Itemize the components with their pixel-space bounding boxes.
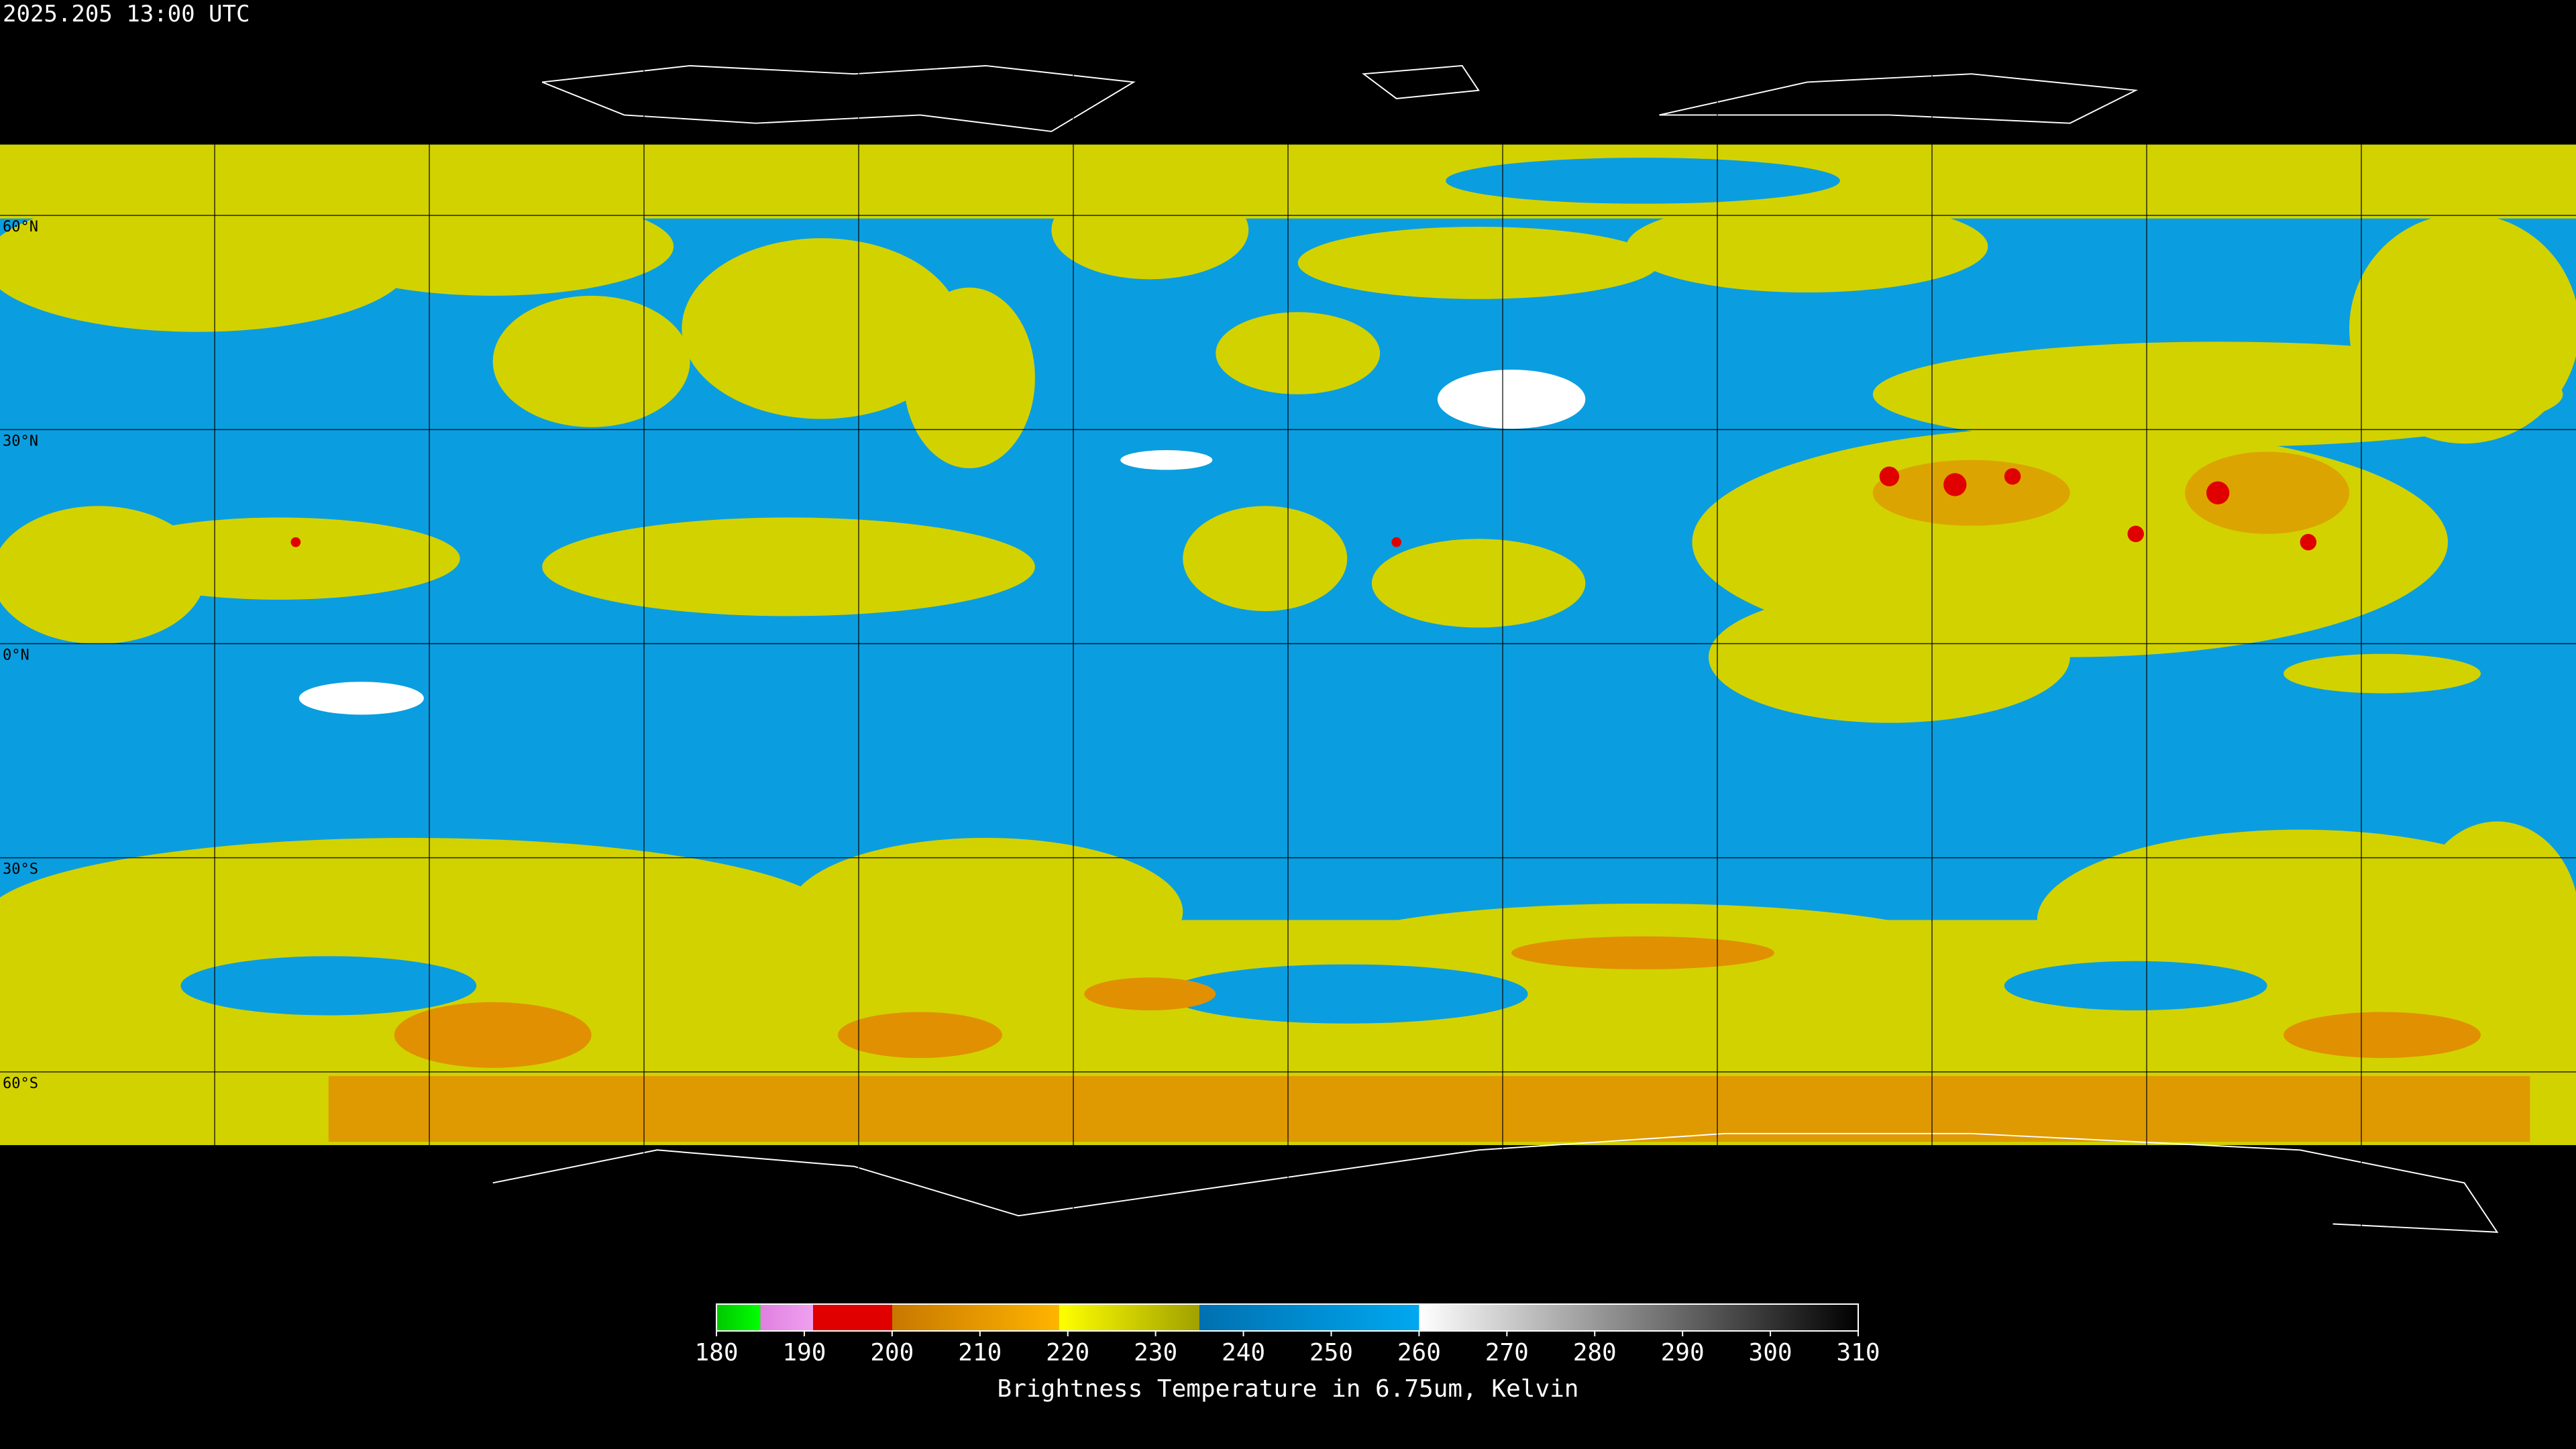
colorbar-tick-label: 210 [958,1339,1002,1366]
colorbar-tick-label: 230 [1134,1339,1177,1366]
colorbar-segment [813,1304,892,1331]
colorbar-segment [716,1304,761,1331]
graticule: 60°N 30°N 0°N 30°S 60°S [0,215,2576,1092]
latitude-label: 30°N [3,433,38,449]
timestamp: 2025.205 13:00 UTC [3,1,250,28]
dry-slots [180,158,2267,1024]
latitude-label: 0°N [3,647,30,664]
colorbar-tick-label: 310 [1836,1339,1880,1366]
latitude-label: 60°S [3,1075,38,1092]
colorbar-tick-label: 290 [1661,1339,1705,1366]
colorbar-segment [1419,1304,1858,1331]
colorbar-tick-label: 280 [1573,1339,1617,1366]
colorbar-tick-label: 190 [782,1339,826,1366]
colorbar-tick-label: 220 [1046,1339,1089,1366]
colorbar-segment [1059,1304,1200,1331]
colorbar-tick-label: 250 [1309,1339,1353,1366]
dry-warm-patches [299,370,1586,715]
colorbar-tick-label: 180 [694,1339,738,1366]
cold-regions [328,451,2530,1142]
colorbar-frame [716,1303,1859,1332]
colorbar-segment [892,1304,1059,1331]
polar-coastlines [492,64,2499,1233]
colorbar-tick-label: 300 [1749,1339,1792,1366]
latitude-label: 30°S [3,861,38,878]
colorbar-tick-label: 270 [1485,1339,1529,1366]
colorbar-tick-label: 260 [1397,1339,1441,1366]
latitude-label: 60°N [3,219,38,235]
colorbar-label: Brightness Temperature in 6.75um, Kelvin [998,1375,1579,1403]
colorbar-tick-label: 200 [870,1339,914,1366]
convective-cores [290,466,2317,551]
colorbar-tick-label: 240 [1222,1339,1265,1366]
colorbar: 180 190 200 210 220 230 240 250 260 270 280 290 300 3… [694,1303,1880,1366]
colorbar-segment [1199,1304,1419,1331]
colorbar-segment [760,1304,814,1331]
